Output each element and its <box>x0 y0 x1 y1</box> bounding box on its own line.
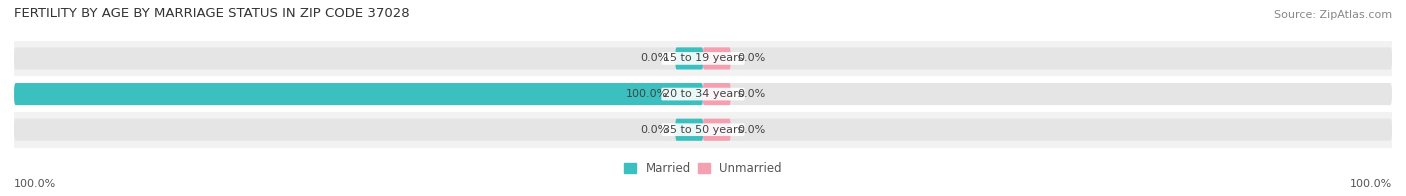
Text: 15 to 19 years: 15 to 19 years <box>662 54 744 64</box>
Text: Source: ZipAtlas.com: Source: ZipAtlas.com <box>1274 10 1392 20</box>
Text: 0.0%: 0.0% <box>738 54 766 64</box>
Text: 100.0%: 100.0% <box>14 179 56 189</box>
FancyBboxPatch shape <box>703 47 731 70</box>
Text: 100.0%: 100.0% <box>626 89 669 99</box>
FancyBboxPatch shape <box>675 119 703 141</box>
FancyBboxPatch shape <box>14 47 1392 70</box>
Legend: Married, Unmarried: Married, Unmarried <box>620 157 786 180</box>
Text: 0.0%: 0.0% <box>640 54 669 64</box>
Text: 20 to 34 years: 20 to 34 years <box>662 89 744 99</box>
Bar <box>14 76 1392 112</box>
FancyBboxPatch shape <box>675 47 703 70</box>
Text: 35 to 50 years: 35 to 50 years <box>662 125 744 135</box>
FancyBboxPatch shape <box>14 83 703 105</box>
Bar <box>14 112 1392 148</box>
Text: 0.0%: 0.0% <box>640 125 669 135</box>
Text: 0.0%: 0.0% <box>738 125 766 135</box>
FancyBboxPatch shape <box>14 119 1392 141</box>
FancyBboxPatch shape <box>14 83 1392 105</box>
Text: 0.0%: 0.0% <box>738 89 766 99</box>
Text: FERTILITY BY AGE BY MARRIAGE STATUS IN ZIP CODE 37028: FERTILITY BY AGE BY MARRIAGE STATUS IN Z… <box>14 7 409 20</box>
FancyBboxPatch shape <box>703 119 731 141</box>
Bar <box>14 41 1392 76</box>
Text: 100.0%: 100.0% <box>1350 179 1392 189</box>
FancyBboxPatch shape <box>703 83 731 105</box>
